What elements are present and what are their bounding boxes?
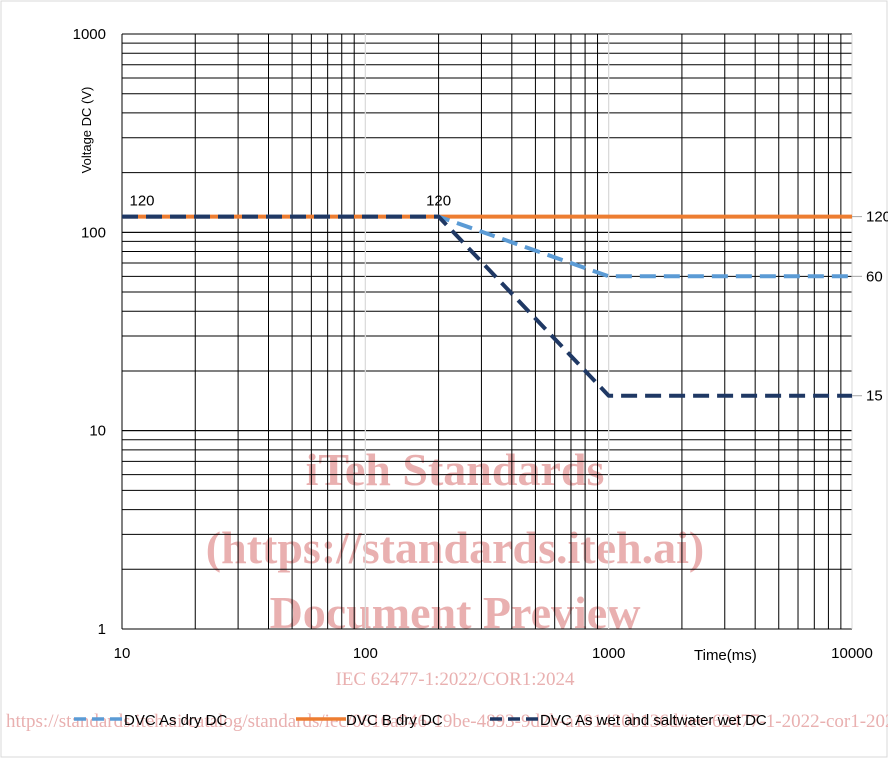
x-tick-label: 1000: [592, 645, 625, 662]
legend-label: DVC As wet and saltwater wet DC: [540, 712, 767, 729]
y-tick-label: 1: [98, 621, 106, 638]
watermark-line-1: iTeh Standards: [306, 444, 605, 495]
data-label: 120: [426, 193, 451, 210]
legend: DVC As dry DC DVC B dry DC DVC As wet and …: [74, 712, 767, 729]
x-axis-label: Time(ms): [694, 647, 757, 664]
data-label: 120: [129, 193, 154, 210]
x-tick-label: 100: [353, 645, 378, 662]
y-tick-label: 1000: [73, 26, 106, 43]
y-tick-label: 100: [81, 224, 106, 241]
legend-label: DVC As dry DC: [124, 712, 228, 729]
watermark-line-2: (https://standards.iteh.ai): [206, 522, 704, 573]
data-label: 120: [866, 209, 888, 226]
data-label: 60: [866, 268, 883, 285]
watermark-doc-id: IEC 62477-1:2022/COR1:2024: [335, 669, 575, 690]
x-tick-label: 10000: [831, 645, 873, 662]
data-label: 15: [866, 388, 883, 405]
y-tick-label: 10: [89, 423, 106, 440]
legend-label: DVC B dry DC: [346, 712, 443, 729]
x-tick-label: 10: [114, 645, 131, 662]
y-axis-label: Voltage DC (V): [79, 87, 94, 174]
